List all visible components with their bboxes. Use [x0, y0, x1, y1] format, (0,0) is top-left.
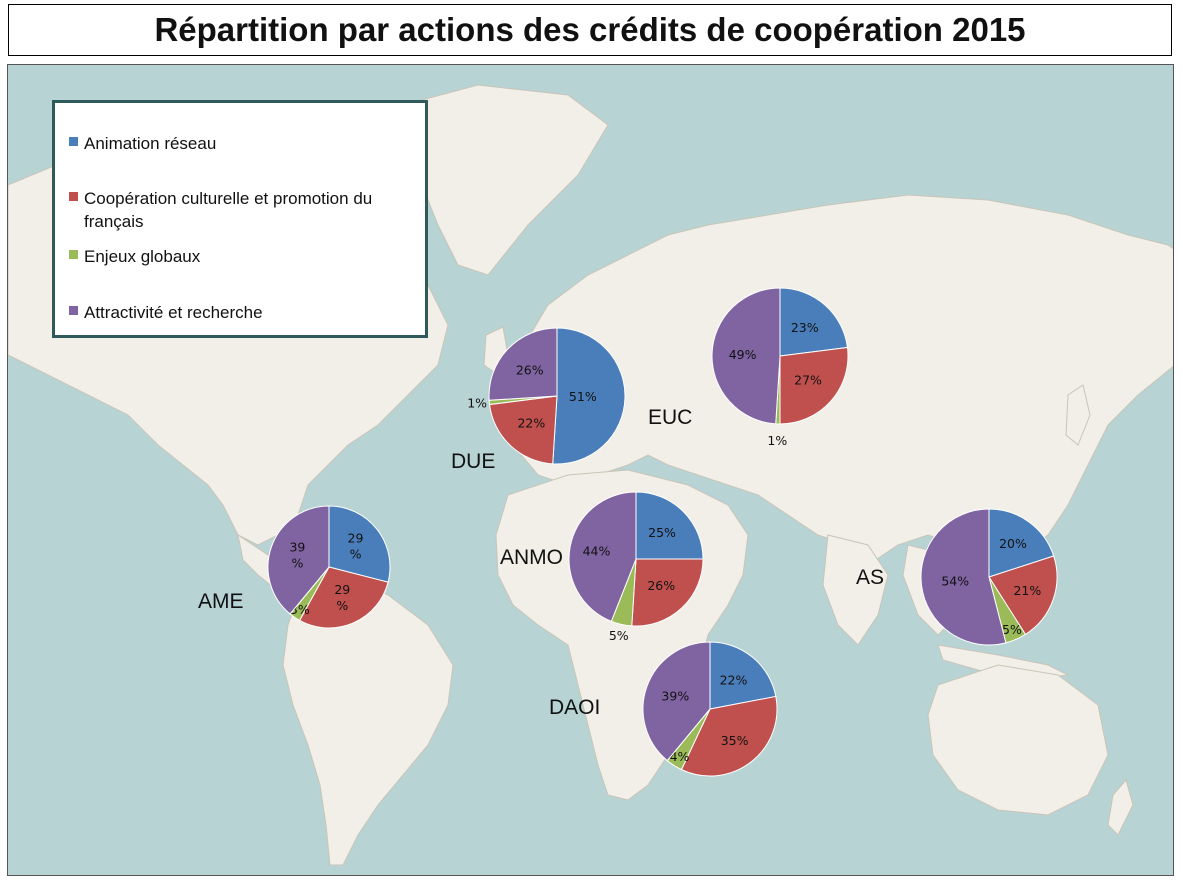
pie-slice [635, 491, 704, 560]
pie-slice [920, 508, 1007, 646]
legend-box: Animation réseau Coopération culturelle … [52, 100, 428, 338]
pie-slice [328, 505, 391, 583]
pie-slice [988, 508, 1055, 578]
pie-slice [779, 287, 849, 357]
data-label: 29% [348, 530, 364, 561]
pie-slice [988, 555, 1058, 636]
pie-ame: 29 %29 %3%39% [267, 505, 391, 629]
legend-swatch [69, 192, 78, 201]
pie-slice [711, 287, 781, 425]
india-shape [822, 534, 889, 646]
region-label-as: AS [856, 566, 885, 589]
chart-title: Répartition par actions des crédits de c… [154, 11, 1026, 48]
pie-slice [488, 395, 558, 465]
region-label-euc: EUC [648, 406, 693, 429]
legend-swatch [69, 250, 78, 259]
data-label: 21% [1013, 583, 1041, 598]
data-label: 54% [941, 573, 969, 588]
region-label-ame: AME [198, 590, 244, 613]
data-label: 5% [1002, 622, 1022, 637]
legend-label: Enjeux globaux [84, 247, 201, 266]
data-label: 4% [670, 749, 690, 764]
pie-slice [642, 641, 711, 762]
legend-item-cooperation-culturelle: Coopération culturelle et promotion du f… [69, 187, 424, 233]
legend-item-enjeux-globaux: Enjeux globaux [69, 245, 424, 268]
south-america-shape [282, 574, 454, 866]
chart-title-box: Répartition par actions des crédits de c… [8, 4, 1172, 56]
data-label: 51% [569, 389, 597, 404]
data-label: 35% [721, 733, 749, 748]
greenland-shape [402, 84, 609, 276]
data-label: 23% [791, 320, 819, 335]
legend-label: Animation réseau [84, 134, 217, 153]
data-label: 44% [583, 543, 611, 558]
data-label: 26% [647, 578, 675, 593]
pie-slice [488, 327, 558, 401]
data-label: 5% [609, 628, 629, 643]
legend-label: Attractivité et recherche [84, 303, 263, 322]
pie-slice [680, 695, 778, 777]
legend-swatch [69, 137, 78, 146]
legend-item-attractivite-recherche: Attractivité et recherche [69, 301, 424, 324]
data-label: 39% [661, 689, 689, 704]
data-label: 39% [289, 540, 305, 571]
data-label: 49% [729, 347, 757, 362]
data-label: 1% [467, 396, 487, 411]
legend-label: Coopération culturelle et promotion du f… [84, 189, 373, 231]
data-label: 22% [517, 415, 545, 430]
data-label: 27% [794, 373, 822, 388]
data-label: 1% [767, 433, 787, 448]
data-label: 20% [999, 536, 1027, 551]
pie-as: 20% 21% 5% 54% [920, 508, 1058, 646]
pie-slice [631, 558, 704, 627]
pie-due: 51% 22% 1% 26% [467, 327, 626, 465]
new-zealand-shape [1107, 778, 1134, 836]
region-label-daoi: DAOI [549, 696, 601, 719]
pie-euc: 23% 27% 1% 49% [711, 287, 849, 448]
region-label-due: DUE [451, 450, 496, 473]
japan-shape [1065, 384, 1091, 446]
world-map [7, 64, 1174, 876]
data-label: 26% [516, 362, 544, 377]
data-label: 29% [334, 582, 350, 613]
pie-slice [568, 491, 637, 622]
pie-anmo: 25% 26% 5% 44% [568, 491, 704, 643]
legend-swatch [69, 306, 78, 315]
pie-slice [779, 346, 849, 425]
australia-shape [927, 664, 1109, 816]
pie-slice [552, 327, 626, 465]
pie-slice [709, 641, 777, 710]
data-label: 25% [648, 525, 676, 540]
pie-slice [298, 566, 389, 629]
data-label: 22% [720, 673, 748, 688]
pie-daoi: 22% 35% 4% 39% [642, 641, 778, 777]
region-label-anmo: ANMO [500, 546, 563, 569]
pie-slice [267, 505, 330, 615]
legend-item-animation-reseau: Animation réseau [69, 132, 424, 155]
